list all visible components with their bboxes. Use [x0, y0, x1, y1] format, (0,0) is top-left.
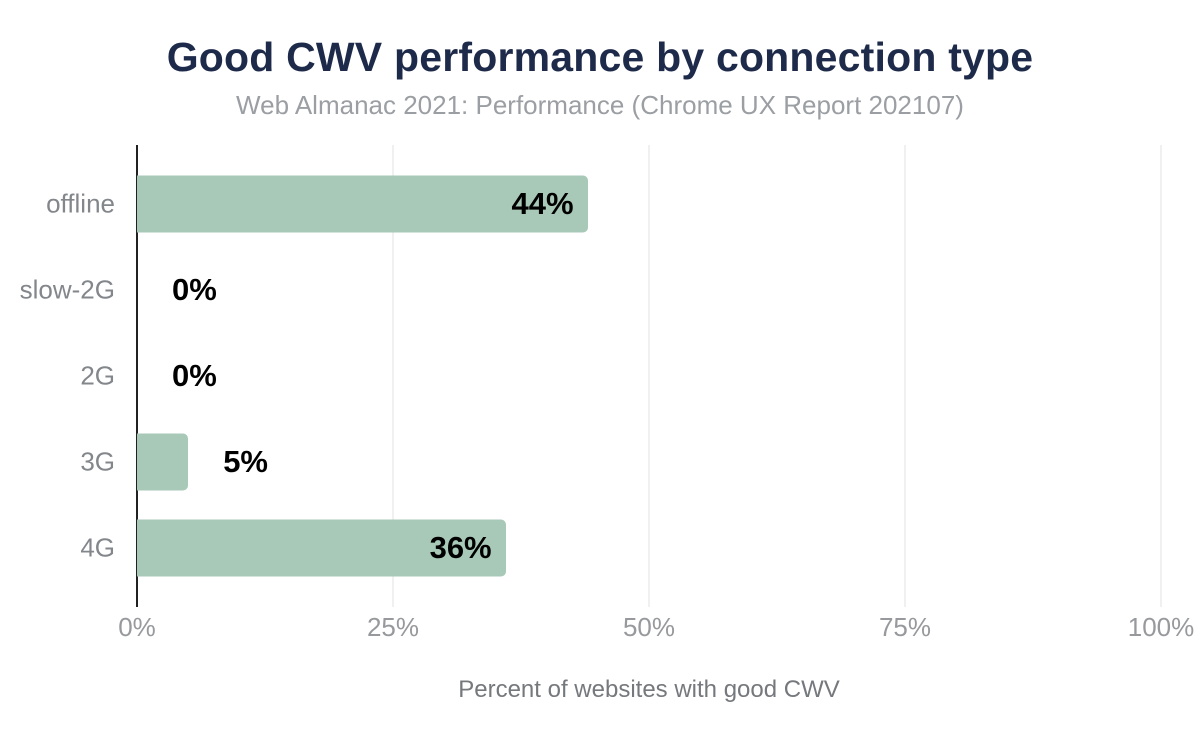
category-label: slow-2G	[19, 274, 115, 305]
value-label: 5%	[223, 444, 268, 479]
y-axis-line	[136, 145, 138, 607]
gridline	[392, 145, 394, 607]
category-label: offline	[46, 188, 115, 219]
x-axis-ticks: 0% 25% 50% 75% 100%	[118, 612, 1194, 644]
category-label: 4G	[80, 532, 115, 563]
bar	[137, 433, 189, 491]
bar-row: slow-2G 0%	[20, 247, 1161, 333]
category-label: 2G	[80, 360, 115, 391]
category-label: 3G	[80, 446, 115, 477]
x-tick-label: 100%	[1127, 612, 1195, 642]
x-tick-label: 25%	[366, 612, 420, 642]
x-axis-label: Percent of websites with good CWV	[458, 676, 840, 703]
x-tick-label: 0%	[118, 612, 156, 642]
bar-row: 3G 5%	[80, 419, 1161, 505]
value-label: 0%	[172, 272, 217, 307]
chart-subtitle: Web Almanac 2021: Performance (Chrome UX…	[236, 90, 964, 120]
gridline	[648, 145, 650, 607]
bar-row: offline 44%	[46, 161, 1161, 247]
bar-row: 4G 36%	[80, 505, 1161, 591]
x-tick-label: 50%	[622, 612, 676, 642]
bar	[137, 519, 506, 577]
value-label: 36%	[429, 530, 492, 565]
gridline	[904, 145, 906, 607]
plot-area: offline 44% slow-2G 0% 2G 0% 3G 5% 4G 36%	[20, 145, 1162, 607]
value-label: 0%	[172, 358, 217, 393]
value-label: 44%	[511, 186, 574, 221]
bar	[137, 175, 588, 233]
gridline	[1160, 145, 1162, 607]
x-tick-label: 75%	[878, 612, 932, 642]
chart-title: Good CWV performance by connection type	[166, 34, 1034, 80]
bar-rows: offline 44% slow-2G 0% 2G 0% 3G 5% 4G 36%	[20, 145, 1161, 607]
bar-row: 2G 0%	[80, 333, 1161, 419]
